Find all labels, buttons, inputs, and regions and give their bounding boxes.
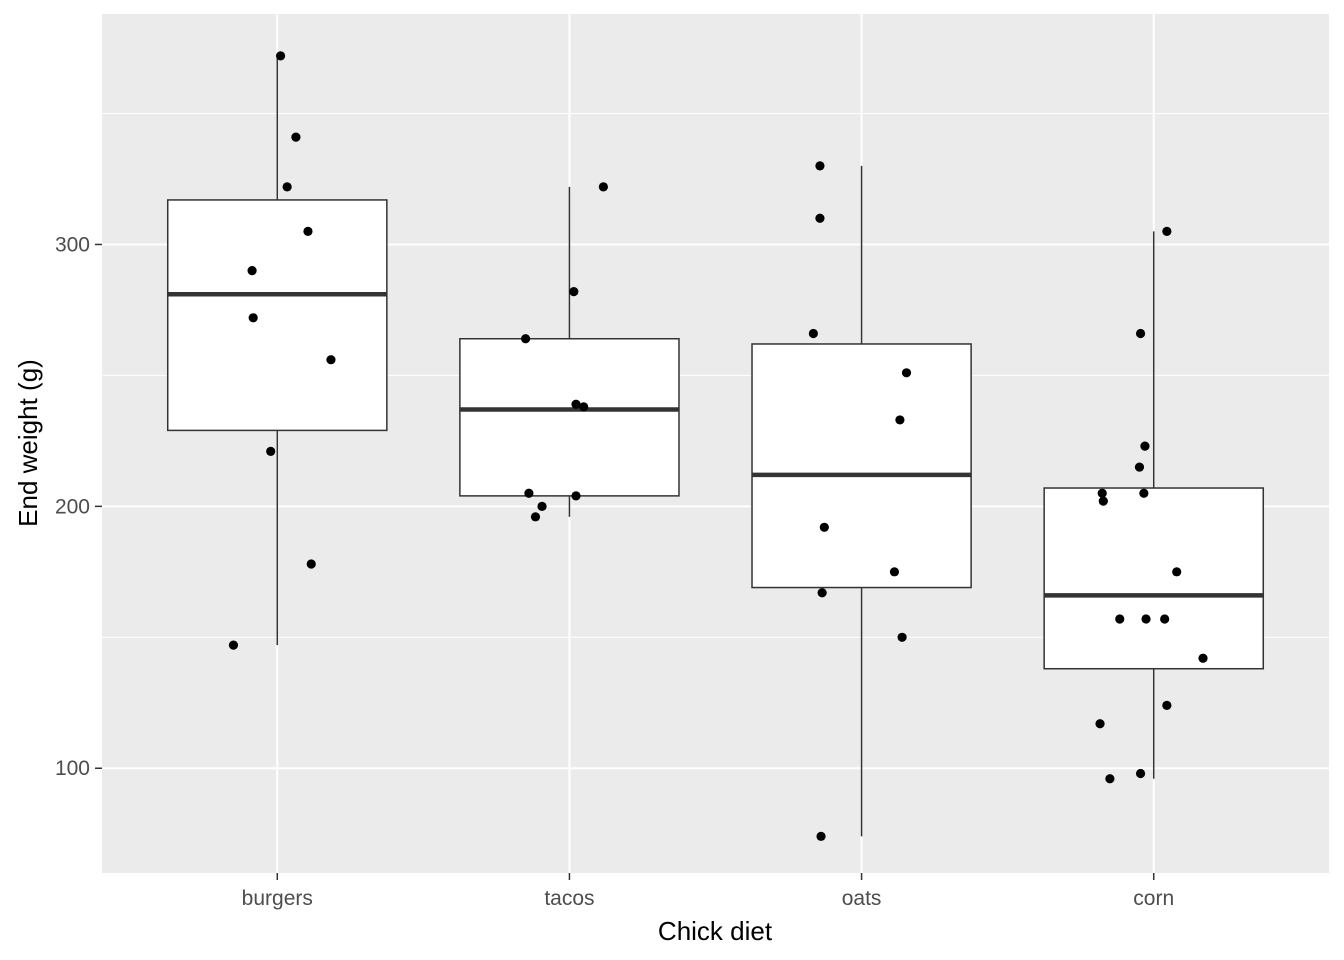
data-point-tacos	[598, 182, 608, 192]
boxplots	[166, 55, 1265, 837]
data-point-corn	[1115, 614, 1125, 624]
data-point-oats	[815, 161, 825, 171]
box-iqr	[166, 199, 388, 432]
x-tick-label: tacos	[544, 887, 594, 910]
data-point-corn	[1105, 774, 1115, 784]
boxplot-tacos	[459, 186, 680, 517]
data-point-tacos	[521, 334, 531, 344]
data-point-corn	[1098, 496, 1108, 506]
data-point-corn	[1162, 700, 1172, 710]
data-point-burgers	[248, 313, 258, 323]
data-point-corn	[1135, 768, 1146, 779]
data-point-corn	[1134, 462, 1145, 472]
data-point-oats	[815, 213, 825, 223]
data-point-tacos	[569, 287, 579, 297]
box-iqr	[1043, 487, 1265, 670]
y-axis-title: End weight (g)	[13, 359, 43, 527]
data-point-burgers	[266, 446, 276, 456]
data-point-oats	[901, 368, 912, 378]
data-point-burgers	[275, 51, 286, 61]
data-point-burgers	[326, 355, 336, 365]
x-tick-label: burgers	[242, 887, 313, 910]
data-point-corn	[1162, 226, 1172, 236]
data-point-tacos	[537, 501, 547, 511]
y-tick-label: 100	[55, 757, 90, 780]
boxplot-burgers	[166, 55, 388, 646]
box-iqr	[751, 343, 972, 589]
data-point-burgers	[282, 182, 292, 192]
data-point-corn	[1095, 719, 1105, 729]
data-point-burgers	[306, 559, 316, 569]
data-point-oats	[816, 831, 826, 841]
data-point-oats	[897, 632, 907, 642]
data-point-tacos	[579, 402, 589, 412]
data-point-tacos	[530, 512, 541, 522]
data-point-corn	[1140, 441, 1150, 451]
data-point-corn	[1135, 328, 1146, 339]
data-point-corn	[1172, 567, 1182, 577]
data-point-oats	[895, 415, 905, 425]
data-point-oats	[889, 567, 900, 577]
data-point-oats	[819, 522, 829, 532]
data-point-tacos	[571, 491, 581, 501]
x-axis: burgers tacos oats corn	[242, 873, 1174, 910]
boxplot-corn	[1043, 231, 1265, 779]
data-point-oats	[808, 328, 818, 339]
data-point-burgers	[291, 132, 301, 142]
data-point-corn	[1139, 488, 1149, 498]
data-point-corn	[1160, 614, 1170, 624]
x-tick-label: oats	[842, 887, 882, 910]
x-tick-label: corn	[1133, 887, 1174, 910]
data-point-corn	[1198, 653, 1208, 663]
plot-panel	[102, 14, 1329, 873]
data-points	[228, 51, 1208, 841]
data-point-tacos	[524, 488, 534, 498]
x-axis-title: Chick diet	[658, 916, 773, 946]
boxplot-oats	[751, 165, 972, 837]
data-point-oats	[817, 588, 827, 598]
data-point-burgers	[303, 226, 313, 236]
data-point-tacos	[571, 399, 581, 409]
y-tick-label: 300	[55, 233, 90, 256]
box-iqr	[459, 337, 680, 497]
data-point-burgers	[247, 266, 257, 276]
y-axis: 100 200 300	[55, 233, 102, 780]
data-point-corn	[1141, 614, 1151, 624]
y-tick-label: 200	[55, 495, 90, 518]
data-point-burgers	[228, 640, 239, 650]
data-point-corn	[1097, 488, 1107, 498]
